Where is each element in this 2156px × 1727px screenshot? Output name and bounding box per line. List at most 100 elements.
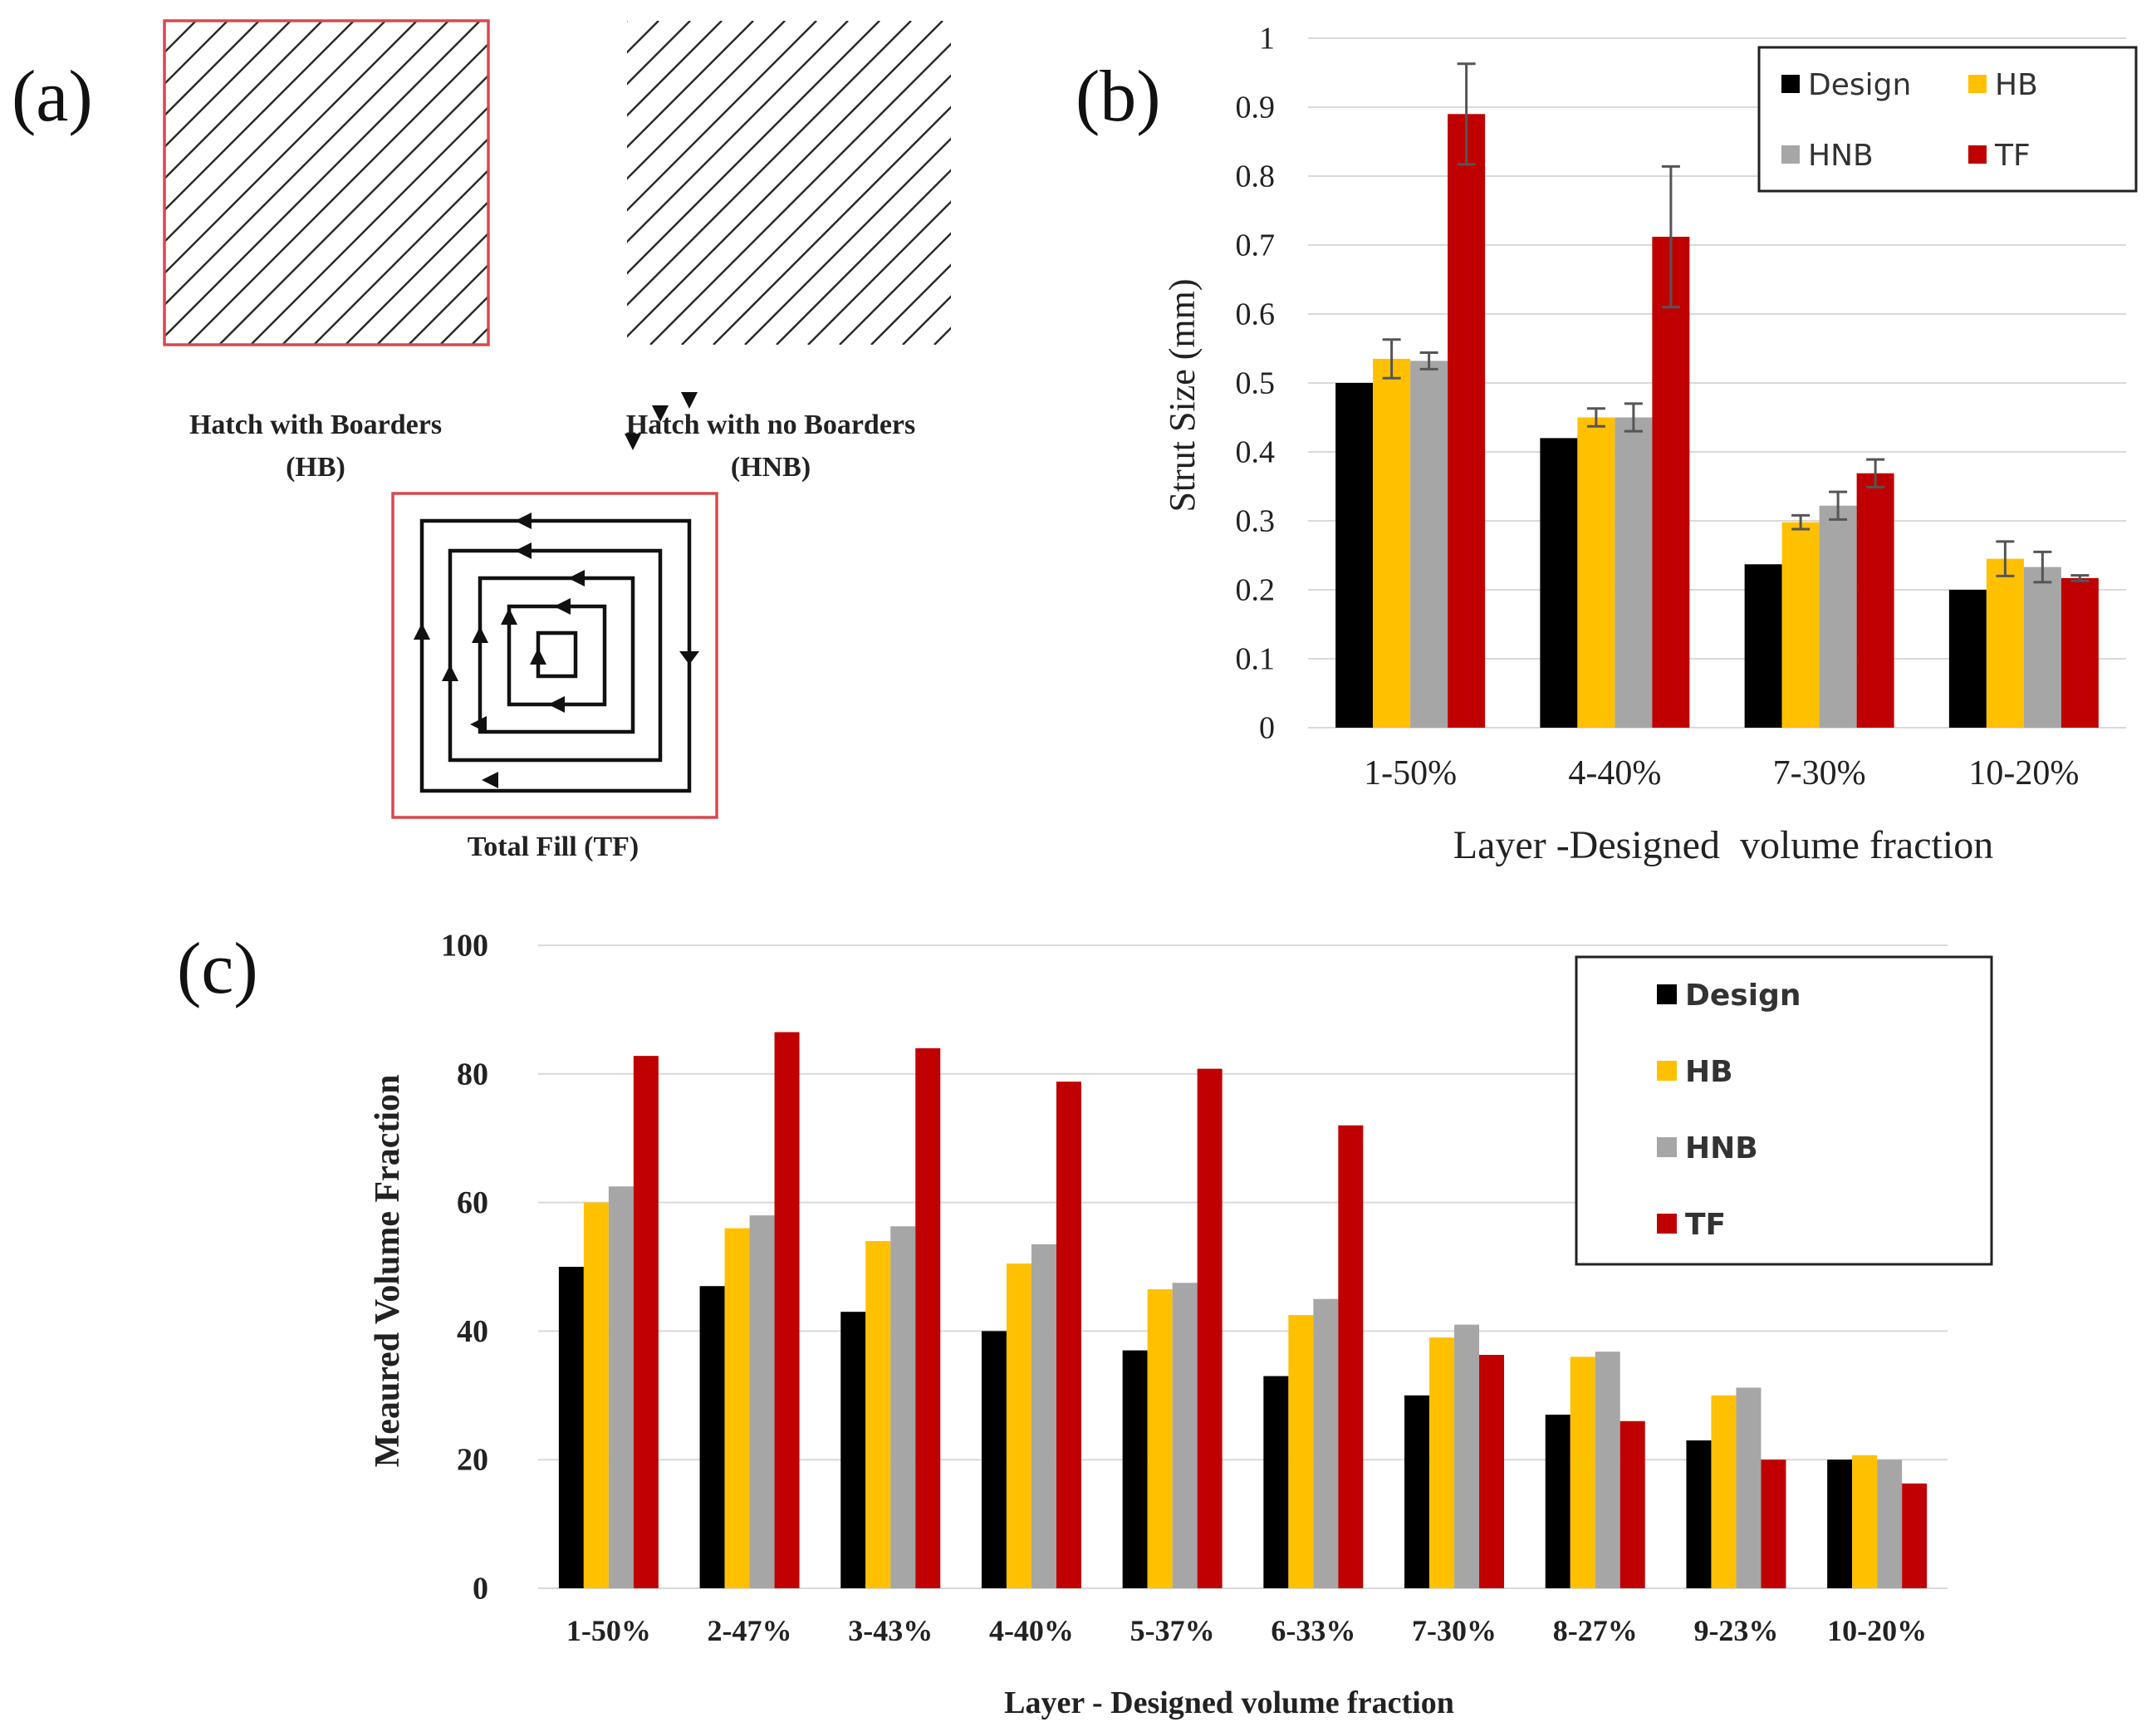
c-bar-tf	[1479, 1355, 1505, 1588]
b-legend-label: HNB	[1808, 139, 1874, 173]
b-error-bar	[1457, 62, 1476, 166]
hatch-line	[627, 21, 912, 307]
b-x-tick-label: 1-50%	[1364, 754, 1457, 792]
chart-c-legend: Design HB HNB TF	[1575, 955, 1993, 1266]
c-bar-hb	[1711, 1395, 1737, 1588]
b-legend-swatch-design	[1781, 75, 1800, 93]
b-y-tick-label: 0.9	[1236, 91, 1276, 125]
c-bar-design	[981, 1331, 1007, 1588]
hatch-line	[408, 263, 488, 345]
c-bar-tf	[1338, 1125, 1364, 1588]
hb-caption-line1: Hatch with Boarders	[189, 410, 442, 440]
hatch-line	[164, 21, 260, 117]
c-bar-design	[699, 1286, 725, 1588]
c-bar-design	[1404, 1395, 1430, 1588]
hatch-line	[218, 74, 488, 345]
c-bar-hnb	[1313, 1298, 1339, 1588]
c-legend-swatch-hb	[1657, 1061, 1677, 1081]
c-x-tick-label: 3-43%	[848, 1614, 933, 1647]
total-fill-diagram	[391, 392, 718, 819]
c-bar-hb	[583, 1202, 609, 1588]
c-x-tick-label: 10-20%	[1827, 1614, 1927, 1647]
hatch-line	[345, 200, 488, 345]
b-error-bar	[1996, 540, 2015, 577]
b-error-bar	[1866, 458, 1885, 488]
c-bar-hb	[1288, 1315, 1314, 1588]
hatch-line	[471, 326, 488, 345]
chart-b-bars	[1335, 114, 2099, 729]
hatch-line	[164, 21, 292, 149]
panel-a-label: (a)	[12, 56, 93, 137]
panel-b: (b) 0 0.1 0.2 0.3 0.4 0.5 0.6 0.7 0.8 0.9 1 1-50% 4…	[1076, 22, 2138, 867]
panel-b-label: (b)	[1076, 56, 1161, 137]
c-y-tick-label: 20	[457, 1443, 488, 1478]
panel-c-label: (c)	[177, 929, 258, 1009]
c-legend-swatch-tf	[1657, 1214, 1677, 1234]
b-bar-tf	[1448, 114, 1486, 729]
hatch-line	[627, 21, 628, 22]
chart-b-legend-box	[1757, 46, 2138, 193]
c-bar-hb	[865, 1241, 891, 1588]
chart-b-error-bars	[1382, 62, 2090, 584]
c-legend-swatch-design	[1657, 984, 1677, 1004]
c-x-tick-label: 1-50%	[566, 1614, 651, 1647]
c-bar-design	[1686, 1440, 1712, 1588]
chart-c-legend-box	[1575, 955, 1993, 1266]
hatch-line	[566, 21, 890, 345]
c-bar-tf	[1902, 1483, 1928, 1588]
c-bar-design	[1263, 1376, 1289, 1588]
hatch-line	[713, 105, 951, 345]
c-y-tick-label: 60	[457, 1185, 488, 1220]
b-y-tick-label: 0.8	[1236, 159, 1276, 194]
hatch-line	[627, 21, 659, 54]
tf-border	[391, 492, 718, 819]
c-legend-swatch-hnb	[1657, 1137, 1677, 1157]
b-bar-hnb	[1615, 417, 1653, 728]
c-bar-hb	[1147, 1289, 1173, 1588]
c-x-tick-label: 2-47%	[708, 1614, 792, 1647]
b-legend-label: TF	[1994, 139, 2031, 173]
hatch-line	[598, 21, 922, 345]
c-legend-label: HNB	[1685, 1131, 1758, 1165]
hatch-line	[807, 200, 951, 345]
hatch-line	[164, 21, 228, 86]
b-bar-design	[1744, 564, 1782, 728]
hatch-line	[627, 21, 943, 338]
hatch-line	[164, 21, 449, 307]
c-x-tick-label: 4-40%	[989, 1614, 1074, 1647]
hatch-line	[164, 21, 386, 243]
hatch-line	[756, 21, 1080, 345]
hatch-line	[776, 169, 951, 345]
c-bar-tf	[1197, 1068, 1223, 1588]
c-x-tick-label: 5-37%	[1130, 1614, 1215, 1647]
c-bar-hnb	[1595, 1352, 1620, 1588]
c-bar-design	[558, 1267, 584, 1588]
hatch-line	[661, 21, 985, 345]
b-error-bar	[1661, 164, 1680, 309]
c-x-tick-label: 7-30%	[1412, 1614, 1497, 1647]
hnb-caption-line2: (HNB)	[731, 452, 811, 483]
c-bar-hnb	[749, 1215, 775, 1588]
b-legend-swatch-hb	[1968, 75, 1987, 93]
hatch-line	[870, 263, 951, 345]
hatch-line	[627, 21, 880, 275]
c-bar-hnb	[1172, 1283, 1198, 1588]
hatch-line	[649, 42, 951, 345]
hatch-line	[630, 21, 953, 345]
chart-c-bars	[558, 1032, 1928, 1588]
c-bar-hb	[1852, 1455, 1878, 1588]
b-bar-design	[1540, 438, 1578, 728]
b-y-tick-label: 0.5	[1236, 366, 1276, 401]
chart-c-y-ticks: 0 20 40 60 80 100	[441, 929, 488, 1607]
chart-c-x-axis-label: Layer - Designed volume fraction	[1004, 1685, 1454, 1720]
chart-b-x-axis-label: Layer -Designed volume fraction	[1453, 823, 1993, 867]
b-x-tick-label: 10-20%	[1968, 754, 2079, 792]
c-bar-tf	[915, 1047, 941, 1588]
hatch-line	[164, 21, 323, 180]
b-y-tick-label: 1	[1259, 22, 1275, 56]
hatch-line	[627, 21, 786, 180]
b-error-bar	[2070, 574, 2090, 582]
c-legend-label: TF	[1685, 1208, 1726, 1242]
hatch-line	[627, 21, 817, 212]
hatch-line	[535, 21, 859, 345]
